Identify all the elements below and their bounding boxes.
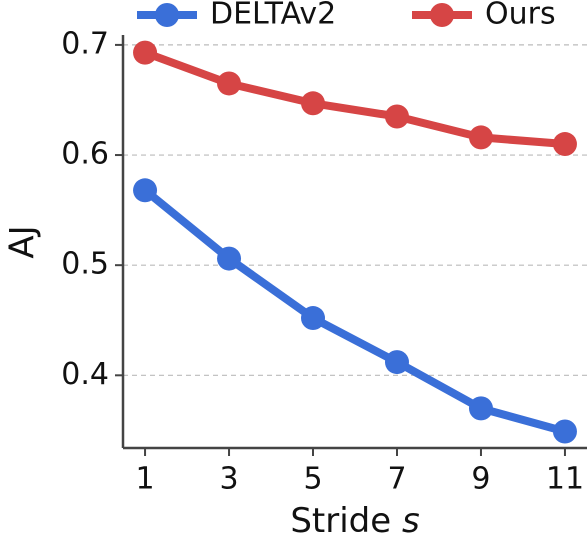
- x-tick-label: 1: [135, 462, 154, 497]
- x-tick-label: 3: [219, 462, 238, 497]
- x-axis-label: Stride s: [290, 501, 419, 541]
- data-point: [468, 125, 493, 150]
- data-point: [217, 246, 242, 271]
- y-tick-label: 0.4: [61, 357, 109, 392]
- legend-label: DELTAv2: [210, 0, 336, 32]
- x-tick-label: 9: [471, 462, 490, 497]
- data-point: [384, 350, 409, 375]
- y-tick-label: 0.5: [61, 247, 109, 282]
- data-point: [552, 419, 577, 444]
- series-line: [143, 48, 566, 149]
- series-line: [142, 187, 567, 436]
- data-point: [217, 71, 242, 96]
- data-point: [552, 132, 577, 157]
- data-point: [133, 40, 158, 65]
- x-tick-label: 5: [303, 462, 322, 497]
- legend-label: Ours: [485, 0, 556, 32]
- x-tick-label: 11: [546, 462, 584, 497]
- y-tick-label: 0.6: [61, 137, 109, 172]
- x-tick-label: 7: [387, 462, 406, 497]
- x-axis-label-symbol: s: [402, 501, 420, 541]
- data-point: [384, 104, 409, 129]
- data-point: [301, 306, 326, 331]
- x-axis-label-text: Stride: [290, 501, 391, 541]
- legend-marker: [155, 3, 179, 27]
- y-axis-label: AJ: [3, 225, 43, 258]
- data-point: [133, 178, 158, 203]
- data-point: [468, 396, 493, 421]
- y-tick-label: 0.7: [61, 26, 109, 61]
- data-point: [301, 91, 326, 116]
- legend-marker: [430, 3, 454, 27]
